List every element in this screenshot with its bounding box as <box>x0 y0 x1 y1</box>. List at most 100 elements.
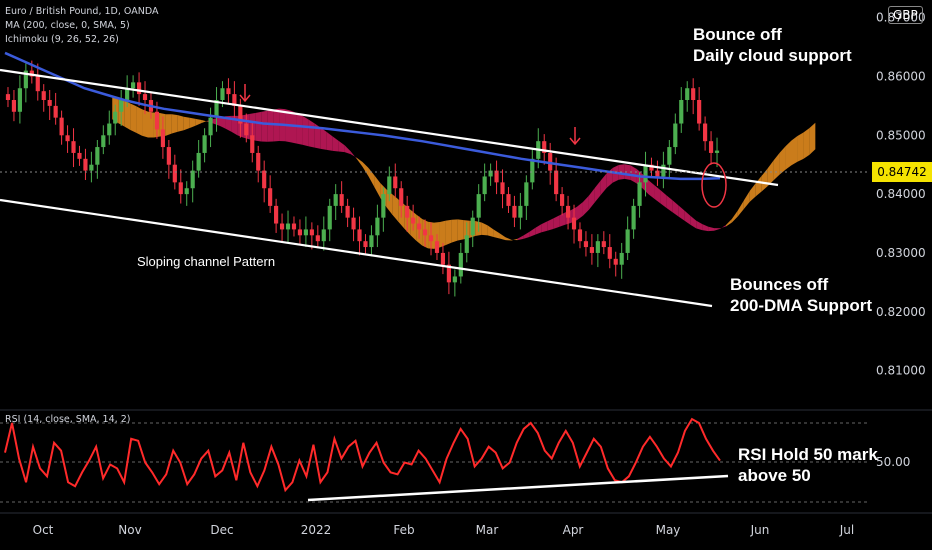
cloud-segment <box>517 235 524 241</box>
cloud-segment <box>302 116 309 147</box>
candle-body <box>309 229 314 236</box>
candle-body <box>178 182 183 195</box>
cloud-segment <box>136 106 143 136</box>
candle-body <box>625 229 630 253</box>
candle-body <box>77 152 82 159</box>
candle-body <box>524 182 529 206</box>
candle-body <box>542 141 547 153</box>
ma-legend[interactable]: MA (200, close, 0, SMA, 5) <box>5 20 130 31</box>
cloud-segment <box>189 117 196 129</box>
cloud-segment <box>362 162 369 177</box>
candle-body <box>303 229 308 236</box>
time-axis[interactable]: Oct Nov Dec 2022 Feb Mar Apr May Jun Jul <box>33 523 855 537</box>
annotation-dma-line2: 200-DMA Support <box>730 296 872 315</box>
cloud-segment <box>582 195 589 216</box>
cloud-segment <box>731 210 738 223</box>
candle-body <box>220 88 225 100</box>
candle-body <box>47 100 52 106</box>
candle-body <box>405 205 410 218</box>
cloud-segment <box>523 231 530 239</box>
candle-body <box>89 164 94 171</box>
candle-body <box>71 141 76 153</box>
time-tick-label: Dec <box>210 523 233 537</box>
price-tick-label: 0.81000 <box>876 364 926 378</box>
candle-body <box>619 252 624 265</box>
candle-body <box>154 111 160 130</box>
cloud-segment <box>493 229 500 239</box>
cloud-segment <box>767 160 774 187</box>
candle-body <box>125 88 130 100</box>
candle-body <box>589 247 594 253</box>
channel-upper-line[interactable] <box>0 68 779 187</box>
rsi-trendline[interactable] <box>307 474 729 502</box>
bounce-highlight-circle[interactable] <box>701 162 727 208</box>
candle-body <box>571 217 577 230</box>
candle-body <box>595 241 600 253</box>
time-tick-label: May <box>656 523 681 537</box>
candle-body <box>297 229 303 236</box>
cloud-segment <box>374 175 381 199</box>
rsi-legend[interactable]: RSI (14, close, SMA, 14, 2) <box>5 414 131 425</box>
candle-body <box>476 194 481 218</box>
candle-body <box>107 123 112 136</box>
time-tick-label: Feb <box>393 523 414 537</box>
currency-badge[interactable]: GBP <box>888 6 923 24</box>
cloud-segment <box>743 190 750 209</box>
candle-body <box>411 217 416 224</box>
cloud-segment <box>737 200 744 217</box>
candle-body <box>274 205 279 224</box>
candle-body <box>345 205 350 218</box>
ma200-line <box>4 51 721 181</box>
candle-body <box>357 229 362 242</box>
cloud-segment <box>588 187 595 210</box>
cloud-segment <box>749 183 756 202</box>
candle-body <box>607 247 612 259</box>
candle-body <box>256 152 261 171</box>
candle-body <box>530 158 535 183</box>
candle-body <box>512 205 517 218</box>
cloud-segment <box>755 175 762 197</box>
candle-body <box>381 194 386 218</box>
candle-body <box>714 150 720 153</box>
candle-body <box>565 205 571 218</box>
candle-body <box>428 235 434 242</box>
candle-body <box>53 105 58 118</box>
candle-body <box>196 152 201 171</box>
candle-body <box>244 123 249 136</box>
candle-body <box>351 217 356 230</box>
cloud-segment <box>720 225 726 229</box>
candle-body <box>387 176 392 195</box>
cloud-segment <box>177 115 184 132</box>
cloud-segment <box>809 122 816 155</box>
ichimoku-legend[interactable]: Ichimoku (9, 26, 52, 26) <box>5 34 119 45</box>
candle-body <box>458 252 463 277</box>
candle-body <box>500 182 505 195</box>
candle-body <box>238 105 243 124</box>
cloud-segment <box>547 218 554 231</box>
candle-body <box>190 170 195 189</box>
candle-body <box>661 164 666 177</box>
cloud-segment <box>696 220 703 231</box>
cloud-segment <box>326 132 333 151</box>
time-tick-label: Jun <box>750 523 770 537</box>
cloud-segment <box>130 103 137 133</box>
candle-body <box>285 223 291 230</box>
candle-body <box>422 229 428 236</box>
symbol-legend[interactable]: Euro / British Pound, 1D, OANDA <box>5 6 159 17</box>
cloud-segment <box>183 116 190 131</box>
channel-lower-line[interactable] <box>0 198 713 308</box>
time-tick-label: Mar <box>476 523 499 537</box>
candle-body <box>136 82 142 95</box>
cloud-segment <box>267 109 274 142</box>
candle-body <box>554 170 559 195</box>
candle-body <box>560 194 565 206</box>
candle-body <box>691 88 696 100</box>
candle-body <box>601 241 606 248</box>
candle-body <box>5 94 11 100</box>
price-axis[interactable]: 0.870000.860000.850000.840000.830000.820… <box>876 11 926 378</box>
candle-body <box>321 229 326 242</box>
cloud-segment <box>761 168 768 192</box>
candle-body <box>11 100 17 112</box>
candle-body <box>291 223 297 230</box>
